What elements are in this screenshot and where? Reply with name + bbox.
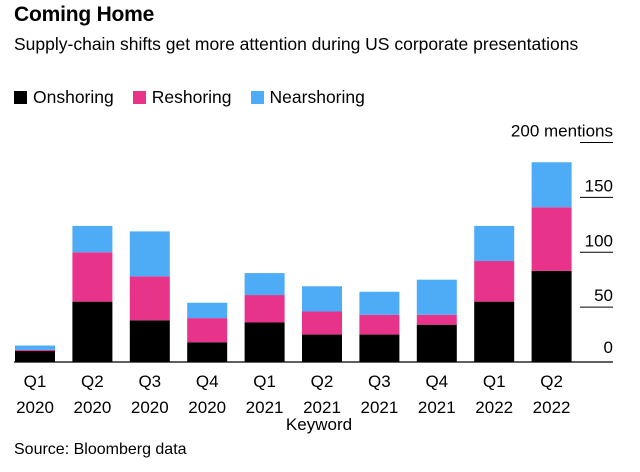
legend-swatch-onshoring	[14, 91, 27, 104]
bar-segment-nearshoring	[531, 162, 572, 208]
x-tick-label-year: 2020	[16, 398, 54, 417]
legend-label-onshoring: Onshoring	[33, 87, 114, 107]
x-tick-label-quarter: Q2	[81, 372, 104, 391]
x-axis-title: Keyword	[286, 415, 352, 434]
bar-segment-nearshoring	[359, 291, 400, 315]
y-tick-label: 0	[604, 338, 613, 357]
bar-segment-reshoring	[72, 252, 113, 302]
x-tick-label-quarter: Q3	[368, 372, 391, 391]
y-tick-label: 200 mentions	[511, 122, 613, 141]
x-tick-label-year: 2022	[475, 398, 513, 417]
y-tick-label: 100	[585, 231, 613, 250]
x-tick-label-quarter: Q1	[483, 372, 506, 391]
bar-segment-onshoring	[129, 320, 170, 362]
y-tick-marks	[580, 142, 613, 308]
y-tick-label: 50	[594, 286, 613, 305]
x-tick-label-year: 2020	[188, 398, 226, 417]
bar-segment-nearshoring	[302, 286, 342, 312]
bar-segment-reshoring	[416, 314, 457, 325]
legend-label-reshoring: Reshoring	[151, 87, 232, 107]
bar-segment-nearshoring	[187, 302, 228, 319]
x-tick-label-year: 2020	[131, 398, 169, 417]
y-tick-label: 150	[585, 176, 613, 195]
x-tick-label-year: 2021	[360, 398, 398, 417]
x-tick-label-year: 2021	[303, 398, 341, 417]
x-tick-label-quarter: Q1	[24, 372, 47, 391]
y-tick-labels: 0 50 100 150 200 mentions	[511, 122, 613, 358]
legend-swatch-nearshoring	[250, 91, 264, 104]
bar-segment-nearshoring	[15, 345, 55, 350]
x-tick-label-quarter: Q4	[425, 372, 448, 391]
bar-segment-reshoring	[531, 207, 572, 271]
legend-label-nearshoring: Nearshoring	[269, 87, 365, 107]
bar-segment-onshoring	[531, 270, 572, 362]
legend-item-onshoring: Onshoring	[14, 87, 114, 108]
legend: Onshoring Reshoring Nearshoring	[14, 87, 365, 108]
x-tick-label-year: 2022	[533, 398, 571, 417]
bar-segment-reshoring	[474, 261, 515, 302]
x-tick-label-year: 2021	[418, 398, 456, 417]
bar-segment-onshoring	[244, 322, 285, 362]
chart-title: Coming Home	[14, 3, 155, 26]
bar-segment-nearshoring	[72, 225, 113, 253]
bar-segment-onshoring	[359, 334, 400, 362]
legend-item-reshoring: Reshoring	[132, 87, 232, 108]
x-tick-label-quarter: Q4	[196, 372, 219, 391]
bar-segment-reshoring	[187, 318, 228, 343]
bar-segment-onshoring	[302, 334, 342, 362]
x-tick-label-year: 2020	[73, 398, 111, 417]
bar-segment-nearshoring	[129, 231, 170, 277]
bar-segment-onshoring	[15, 351, 55, 362]
bar-segment-reshoring	[302, 311, 342, 335]
bar-segment-reshoring	[129, 276, 170, 321]
x-tick-label-quarter: Q1	[253, 372, 276, 391]
bar-segment-onshoring	[187, 342, 228, 362]
legend-swatch-reshoring	[132, 91, 146, 104]
bars	[15, 162, 572, 362]
legend-item-nearshoring: Nearshoring	[250, 87, 365, 108]
x-tick-label-quarter: Q2	[311, 372, 334, 391]
chart-subtitle: Supply-chain shifts get more attention d…	[14, 34, 579, 54]
x-tick-label-quarter: Q2	[540, 372, 563, 391]
bar-segment-reshoring	[359, 314, 400, 335]
bar-segment-reshoring	[244, 295, 285, 323]
bar-segment-onshoring	[72, 301, 113, 362]
x-tick-labels: Q1 2020 Q2 2020 Q3 2020 Q4 2020 Q1 2021 Q2 2021 Q3 20…	[16, 372, 570, 417]
bar-segment-nearshoring	[244, 273, 285, 296]
x-tick-label-year: 2021	[246, 398, 284, 417]
bar-segment-onshoring	[416, 324, 457, 362]
bar-segment-onshoring	[474, 301, 515, 362]
bar-segment-nearshoring	[416, 279, 457, 315]
bar-segment-nearshoring	[474, 225, 515, 262]
bar-segment-reshoring	[15, 349, 55, 352]
x-tick-label-quarter: Q3	[138, 372, 161, 391]
source-note: Source: Bloomberg data	[14, 441, 187, 458]
